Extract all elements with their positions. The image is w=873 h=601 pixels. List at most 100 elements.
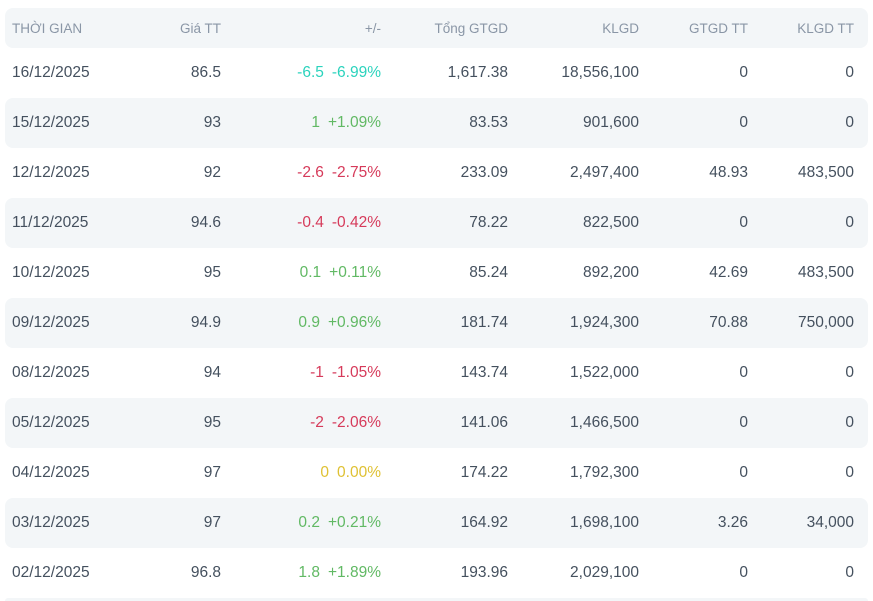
cell-volume-tt: 0 — [762, 348, 868, 398]
cell-volume: 892,200 — [522, 248, 653, 298]
change-percent: -1.05% — [331, 364, 381, 381]
cell-value-tt: 0 — [653, 198, 762, 248]
cell-price: 95 — [155, 248, 235, 298]
table-row: 04/12/2025 97 0 0.00% 174.22 1,792,300 0 0 — [5, 448, 868, 498]
change-percent: +0.11% — [329, 264, 381, 281]
cell-price: 93 — [155, 98, 235, 148]
cell-price: 92 — [155, 148, 235, 198]
cell-volume: 1,924,300 — [522, 298, 653, 348]
cell-total-value: 193.96 — [395, 548, 522, 598]
change-value: -0.4 — [297, 214, 324, 231]
cell-value-tt: 42.69 — [653, 248, 762, 298]
cell-volume: 822,500 — [522, 198, 653, 248]
table-row: 10/12/2025 95 0.1 +0.11% 85.24 892,200 42.69 48… — [5, 248, 868, 298]
change-value: 0.2 — [298, 514, 320, 531]
column-header-price: Giá TT — [155, 8, 235, 48]
cell-date: 08/12/2025 — [5, 348, 155, 398]
cell-total-value: 85.24 — [395, 248, 522, 298]
table-row: 05/12/2025 95 -2 -2.06% 141.06 1,466,500 0 0 — [5, 398, 868, 448]
change-percent: 0.00% — [337, 464, 381, 481]
table-row: 08/12/2025 94 -1 -1.05% 143.74 1,522,000 0 0 — [5, 348, 868, 398]
cell-volume-tt: 0 — [762, 398, 868, 448]
cell-change: -2 -2.06% — [235, 398, 395, 448]
cell-date: 02/12/2025 — [5, 548, 155, 598]
table-row: 09/12/2025 94.9 0.9 +0.96% 181.74 1,924,300 70… — [5, 298, 868, 348]
cell-change: 0.2 +0.21% — [235, 498, 395, 548]
cell-total-value: 174.22 — [395, 448, 522, 498]
cell-volume-tt: 0 — [762, 48, 868, 98]
change-percent: +0.21% — [327, 514, 381, 531]
cell-volume-tt: 483,500 — [762, 248, 868, 298]
table-row: 15/12/2025 93 1 +1.09% 83.53 901,600 0 0 — [5, 98, 868, 148]
change-percent: +0.96% — [327, 314, 381, 331]
change-value: 0.9 — [298, 314, 320, 331]
column-header-total_value: Tổng GTGD — [395, 8, 522, 48]
cell-volume-tt: 750,000 — [762, 298, 868, 348]
change-value: -2.6 — [297, 164, 324, 181]
change-percent: +1.89% — [327, 564, 381, 581]
change-value: 1.8 — [298, 564, 320, 581]
change-percent: -0.42% — [331, 214, 381, 231]
cell-volume: 901,600 — [522, 98, 653, 148]
cell-change: 1 +1.09% — [235, 98, 395, 148]
cell-total-value: 143.74 — [395, 348, 522, 398]
cell-value-tt: 48.93 — [653, 148, 762, 198]
cell-date: 12/12/2025 — [5, 148, 155, 198]
change-value: -1 — [310, 364, 324, 381]
cell-date: 03/12/2025 — [5, 498, 155, 548]
cell-value-tt: 0 — [653, 98, 762, 148]
cell-value-tt: 0 — [653, 448, 762, 498]
cell-date: 11/12/2025 — [5, 198, 155, 248]
column-header-volume_tt: KLGD TT — [762, 8, 868, 48]
table-row: 12/12/2025 92 -2.6 -2.75% 233.09 2,497,400 48.… — [5, 148, 868, 198]
cell-date: 15/12/2025 — [5, 98, 155, 148]
cell-volume: 18,556,100 — [522, 48, 653, 98]
change-percent: -6.99% — [331, 64, 381, 81]
cell-value-tt: 0 — [653, 548, 762, 598]
cell-change: -0.4 -0.42% — [235, 198, 395, 248]
cell-price: 95 — [155, 398, 235, 448]
cell-total-value: 83.53 — [395, 98, 522, 148]
cell-volume: 2,497,400 — [522, 148, 653, 198]
cell-volume: 2,029,100 — [522, 548, 653, 598]
cell-value-tt: 0 — [653, 48, 762, 98]
cell-total-value: 1,617.38 — [395, 48, 522, 98]
cell-date: 10/12/2025 — [5, 248, 155, 298]
cell-value-tt: 70.88 — [653, 298, 762, 348]
cell-date: 05/12/2025 — [5, 398, 155, 448]
table-row: 11/12/2025 94.6 -0.4 -0.42% 78.22 822,500 0 0 — [5, 198, 868, 248]
cell-price: 96.8 — [155, 548, 235, 598]
change-value: -6.5 — [297, 64, 324, 81]
cell-volume-tt: 0 — [762, 548, 868, 598]
cell-volume-tt: 0 — [762, 98, 868, 148]
cell-volume-tt: 0 — [762, 198, 868, 248]
cell-date: 04/12/2025 — [5, 448, 155, 498]
cell-price: 97 — [155, 448, 235, 498]
cell-total-value: 164.92 — [395, 498, 522, 548]
change-value: 0.1 — [299, 264, 322, 281]
cell-volume-tt: 0 — [762, 448, 868, 498]
cell-volume: 1,466,500 — [522, 398, 653, 448]
cell-change: -1 -1.05% — [235, 348, 395, 398]
cell-price: 86.5 — [155, 48, 235, 98]
cell-value-tt: 0 — [653, 398, 762, 448]
column-header-date: THỜI GIAN — [5, 8, 155, 48]
change-value: -2 — [310, 414, 324, 431]
table-body: 16/12/2025 86.5 -6.5 -6.99% 1,617.38 18,556,1… — [5, 48, 868, 598]
cell-change: 0.9 +0.96% — [235, 298, 395, 348]
table-header-row: THỜI GIAN Giá TT +/- Tổng GTGD KLGD GTGD TT KL… — [5, 8, 868, 48]
cell-change: -2.6 -2.75% — [235, 148, 395, 198]
cell-price: 94.6 — [155, 198, 235, 248]
change-percent: -2.75% — [331, 164, 381, 181]
column-header-volume: KLGD — [522, 8, 653, 48]
cell-volume-tt: 483,500 — [762, 148, 868, 198]
cell-volume: 1,792,300 — [522, 448, 653, 498]
cell-volume-tt: 34,000 — [762, 498, 868, 548]
cell-volume: 1,522,000 — [522, 348, 653, 398]
cell-change: 0 0.00% — [235, 448, 395, 498]
cell-price: 97 — [155, 498, 235, 548]
cell-total-value: 181.74 — [395, 298, 522, 348]
cell-change: -6.5 -6.99% — [235, 48, 395, 98]
cell-total-value: 78.22 — [395, 198, 522, 248]
